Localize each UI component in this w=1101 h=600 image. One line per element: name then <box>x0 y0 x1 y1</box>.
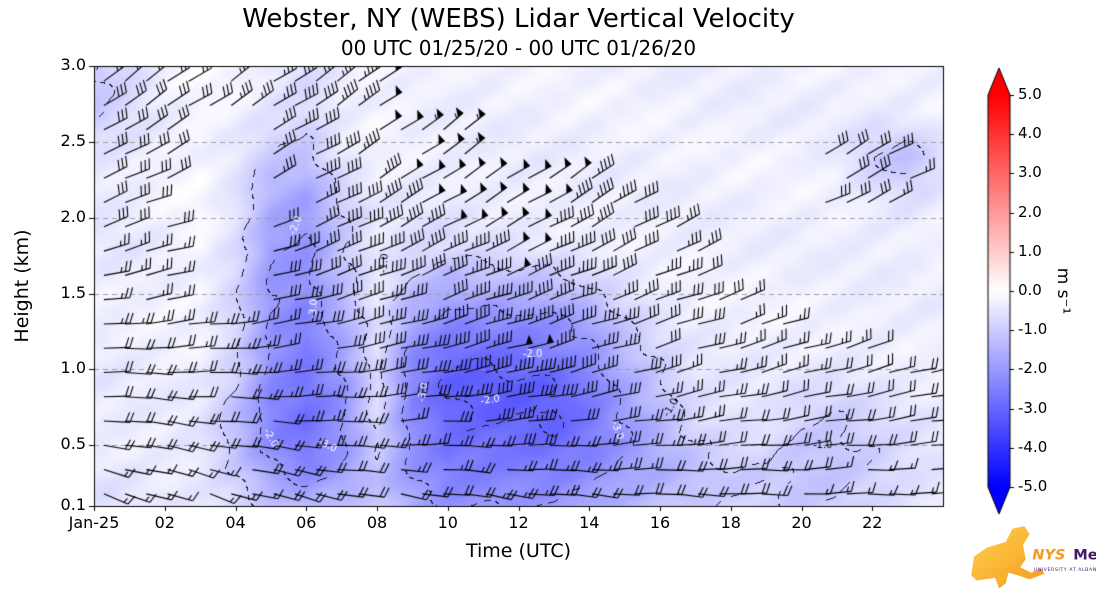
logo-nys: NYS <box>1032 546 1065 563</box>
x-tick-label: 06 <box>296 513 317 532</box>
colorbar-tick-label: 1.0 <box>1018 241 1042 260</box>
x-tick-label: Jan-25 <box>68 513 120 532</box>
colorbar-tick-label: -1.0 <box>1018 320 1048 339</box>
y-tick-label: 2.0 <box>60 206 86 226</box>
logo-text: NYS Mesonet <box>1032 546 1096 563</box>
x-tick-label: 12 <box>508 513 529 532</box>
y-axis-label: Height (km) <box>11 229 33 343</box>
y-tick-label: 3.0 <box>60 55 86 74</box>
colorbar-tick-label: 3.0 <box>1018 163 1042 182</box>
logo-tagline: UNIVERSITY AT ALBANY <box>1034 567 1096 573</box>
x-tick-label: 22 <box>862 513 883 532</box>
x-tick-label: 08 <box>366 513 388 532</box>
x-tick-label: 10 <box>437 513 458 532</box>
x-tick-label: 14 <box>579 513 600 532</box>
y-tick-label: 2.5 <box>60 130 86 150</box>
colorbar-tick-label: 5.0 <box>1018 85 1042 103</box>
chart-subtitle: 00 UTC 01/25/20 - 00 UTC 01/26/20 <box>340 36 697 60</box>
ny-state-shape <box>971 526 1045 589</box>
colorbar-tick-label: 4.0 <box>1018 124 1042 143</box>
y-tick-label: 0.5 <box>60 434 86 454</box>
colorbar-tick-label: -4.0 <box>1018 437 1048 456</box>
x-tick-label: 16 <box>649 513 671 532</box>
y-tick-label: 1.0 <box>60 358 86 378</box>
x-tick-label: 02 <box>154 513 175 532</box>
x-tick-label: 04 <box>225 513 246 532</box>
chart-title: Webster, NY (WEBS) Lidar Vertical Veloci… <box>242 4 795 34</box>
colorbar-tick-label: -2.0 <box>1018 359 1048 378</box>
colorbar-tick-label: 0.0 <box>1018 281 1042 299</box>
colorbar-tick-label: -3.0 <box>1018 398 1048 417</box>
y-tick-label: 1.5 <box>60 282 86 302</box>
logo-mesonet: Mesonet <box>1073 546 1096 563</box>
x-tick-label: 20 <box>791 513 812 532</box>
mesonet-logo: NYS Mesonet UNIVERSITY AT ALBANY <box>971 526 1096 589</box>
x-axis-label: Time (UTC) <box>465 540 572 562</box>
y-tick-label: 0.1 <box>60 495 86 514</box>
colorbar-tick-label: -5.0 <box>1018 477 1048 495</box>
colorbar-tick-label: 2.0 <box>1018 202 1042 221</box>
x-tick-label: 18 <box>720 513 741 532</box>
